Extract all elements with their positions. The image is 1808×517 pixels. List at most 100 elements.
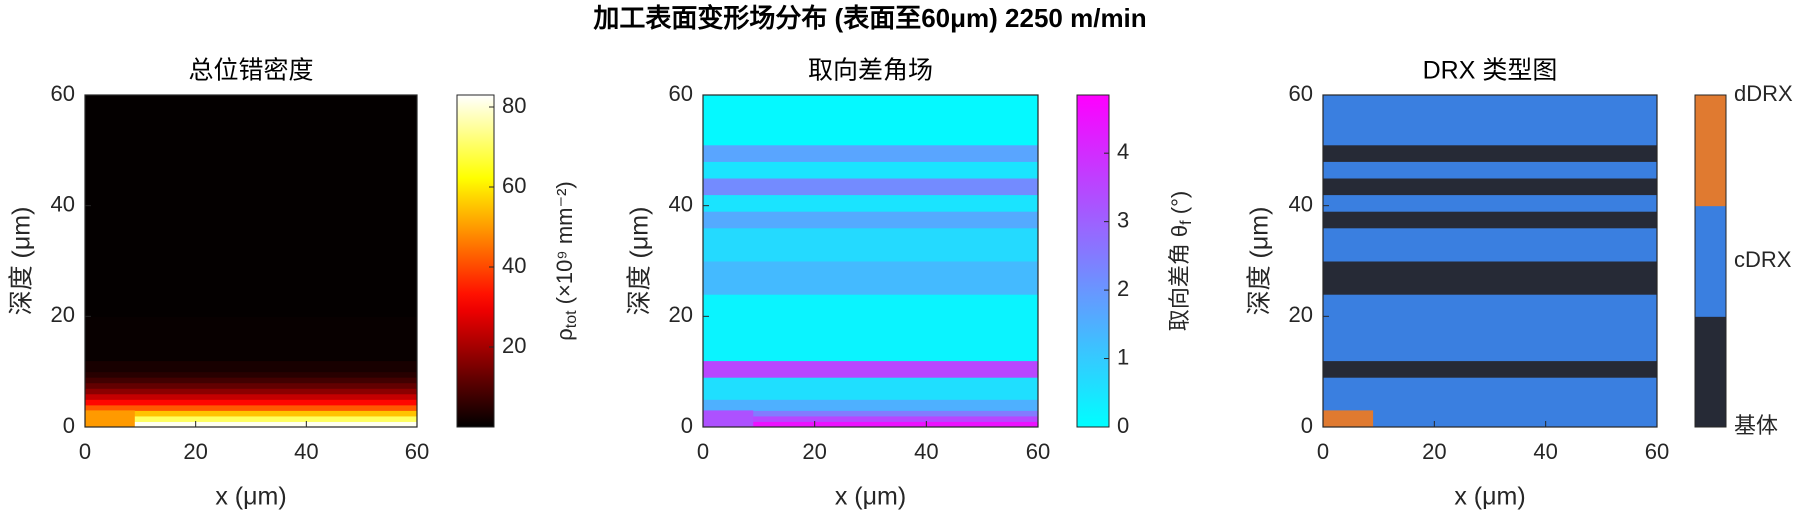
heatmap-band (703, 161, 1038, 179)
panel-title: 取向差角场 (808, 57, 933, 85)
heatmap-band (703, 261, 1038, 295)
heatmap-band (85, 399, 417, 406)
heatmap-band (1323, 211, 1657, 229)
x-tick-label: 60 (1026, 439, 1050, 464)
colorbar-tick-label: 2 (1117, 276, 1129, 301)
y-tick-label: 40 (1289, 191, 1313, 216)
heatmap-band (85, 382, 417, 389)
heatmap-band (85, 421, 417, 428)
colorbar-tick-label: 60 (502, 173, 526, 198)
heatmap-band (703, 421, 1038, 428)
heatmap-band (85, 410, 417, 417)
heatmap-patch (85, 410, 135, 427)
colorbar-segment (1695, 205, 1726, 317)
colorbar-label: ρtot (×10⁹ mm⁻²) (552, 181, 580, 341)
heatmap-band (1323, 144, 1657, 162)
heatmap-band (85, 316, 417, 362)
x-tick-label: 60 (1645, 439, 1669, 464)
heatmap-band (1323, 294, 1657, 362)
y-tick-label: 20 (51, 302, 75, 327)
axes-frame (702, 94, 1039, 428)
heatmap-patch (703, 410, 754, 427)
y-tick-label: 0 (1301, 413, 1313, 438)
heatmap-band (85, 388, 417, 395)
colorbar (1077, 95, 1109, 427)
heatmap-band (85, 393, 417, 400)
x-tick-label: 0 (79, 439, 91, 464)
heatmap-band (703, 377, 1038, 400)
colorbar-tick-label: 80 (502, 93, 526, 118)
y-tick-label: 20 (669, 302, 693, 327)
heatmap-band (703, 144, 1038, 162)
x-tick-label: 20 (183, 439, 207, 464)
x-tick-label: 20 (1422, 439, 1446, 464)
colorbar-tick-label: 4 (1117, 139, 1129, 164)
y-tick-label: 0 (681, 413, 693, 438)
colorbar-frame (1076, 94, 1110, 428)
x-axis-label: x (μm) (835, 483, 906, 511)
colorbar-label-unit: (°) (1167, 191, 1192, 221)
y-tick-label: 60 (51, 81, 75, 106)
x-tick-label: 20 (802, 439, 826, 464)
colorbar-tick-label: 40 (502, 253, 526, 278)
y-axis-label: 深度 (μm) (1246, 207, 1274, 316)
heatmap-band (1323, 95, 1657, 146)
heatmap-band (1323, 261, 1657, 295)
x-tick-label: 60 (405, 439, 429, 464)
heatmap-band (703, 211, 1038, 229)
y-tick-label: 60 (669, 81, 693, 106)
heatmap-band (703, 227, 1038, 262)
heatmap-band (1323, 377, 1657, 428)
heatmap-band (703, 415, 1038, 422)
x-axis-label: x (μm) (1454, 483, 1525, 511)
x-tick-label: 40 (294, 439, 318, 464)
heatmap-band (703, 294, 1038, 362)
axes-frame (84, 94, 418, 428)
y-tick-label: 20 (1289, 302, 1313, 327)
x-tick-label: 0 (1317, 439, 1329, 464)
y-axis-label: 深度 (μm) (8, 207, 36, 316)
colorbar-label-subscript: f (1178, 220, 1195, 225)
colorbar-label-symbol: 取向差角 θ (1167, 225, 1192, 331)
figure-title: 加工表面变形场分布 (表面至60μm) 2250 m/min (593, 3, 1146, 33)
heatmap-band (1323, 178, 1657, 196)
x-tick-label: 0 (697, 439, 709, 464)
heatmap-band (1323, 161, 1657, 179)
heatmap-band (85, 404, 417, 411)
y-axis-label: 深度 (μm) (626, 207, 654, 316)
y-tick-label: 0 (63, 413, 75, 438)
y-tick-label: 40 (51, 191, 75, 216)
heatmap-band (85, 377, 417, 384)
colorbar-label-unit: (×10⁹ mm⁻²) (552, 181, 577, 310)
heatmap-band (1323, 360, 1657, 378)
heatmap-band (703, 360, 1038, 378)
colorbar-label-subscript: tot (563, 310, 580, 328)
heatmap-band (85, 360, 417, 373)
colorbar-frame (456, 94, 495, 428)
colorbar (457, 95, 494, 427)
colorbar-label: 取向差角 θf (°) (1167, 191, 1195, 331)
colorbar-tick-label: cDRX (1734, 247, 1792, 272)
colorbar-label-symbol: ρ (552, 328, 577, 341)
colorbar-tick-label: 基体 (1734, 413, 1778, 438)
colorbar-tick-label: 1 (1117, 344, 1129, 369)
heatmap-band (85, 415, 417, 422)
x-axis-label: x (μm) (215, 483, 286, 511)
x-tick-label: 40 (1533, 439, 1557, 464)
colorbar-tick-label: 20 (502, 333, 526, 358)
heatmap-band (85, 371, 417, 378)
colorbar-frame (1694, 94, 1727, 428)
y-tick-label: 40 (669, 191, 693, 216)
colorbar-segment (1695, 95, 1726, 207)
y-tick-label: 60 (1289, 81, 1313, 106)
colorbar-tick-label: dDRX (1734, 81, 1793, 106)
heatmap-band (703, 410, 1038, 417)
heatmap-band (703, 194, 1038, 212)
axes-frame (1322, 94, 1658, 428)
heatmap-band (1323, 194, 1657, 212)
colorbar-segment (1695, 316, 1726, 428)
heatmap-band (703, 399, 1038, 411)
heatmap-patch (1323, 410, 1374, 427)
colorbar-tick-label: 0 (1117, 413, 1129, 438)
